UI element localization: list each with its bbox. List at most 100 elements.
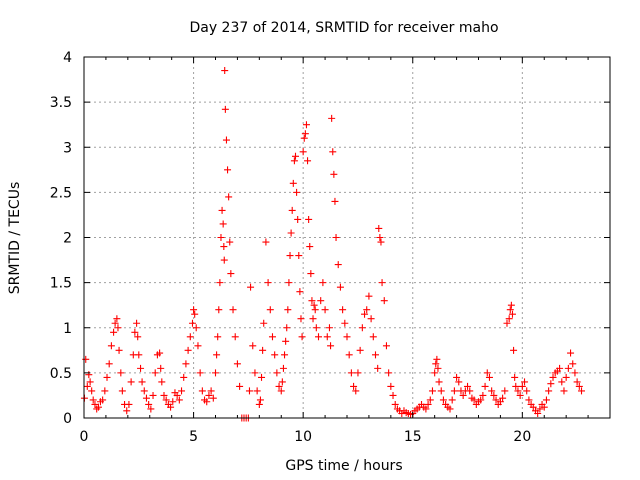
data-point [123, 407, 131, 415]
data-point [374, 364, 382, 372]
y-tick-label: 3.5 [50, 95, 72, 111]
data-point [219, 220, 227, 228]
data-point [298, 333, 306, 341]
data-point [534, 409, 542, 417]
data-point [229, 306, 237, 314]
data-point [158, 378, 166, 386]
data-point [115, 346, 123, 354]
data-point [233, 360, 241, 368]
data-point [264, 279, 272, 287]
data-point [361, 310, 369, 318]
data-point [506, 306, 514, 314]
data-point [213, 351, 221, 359]
data-point [173, 391, 181, 399]
data-point [564, 364, 572, 372]
data-point [275, 382, 283, 390]
data-point [347, 369, 355, 377]
data-point [288, 206, 296, 214]
data-point [424, 400, 432, 408]
y-axis-label: SRMTID / TECUs [7, 182, 23, 295]
data-point [446, 405, 454, 413]
data-point [271, 351, 279, 359]
data-point [194, 342, 202, 350]
chart-title: Day 237 of 2014, SRMTID for receiver mah… [189, 20, 498, 36]
data-point [253, 387, 261, 395]
data-point [380, 297, 388, 305]
data-point [198, 387, 206, 395]
data-point [294, 215, 302, 223]
data-point [536, 405, 544, 413]
data-point [297, 315, 305, 323]
data-point [307, 270, 315, 278]
data-point [162, 396, 170, 404]
data-point [105, 360, 113, 368]
data-point [481, 382, 489, 390]
data-point [328, 114, 336, 122]
data-point [300, 134, 308, 142]
data-point [178, 387, 186, 395]
data-point [448, 396, 456, 404]
grid-lines [84, 57, 610, 418]
data-point [157, 364, 165, 372]
data-point [558, 378, 566, 386]
data-point [387, 382, 395, 390]
data-point [291, 152, 299, 160]
plot-frame [83, 56, 611, 419]
data-point [279, 364, 287, 372]
data-point [151, 369, 159, 377]
data-point [330, 170, 338, 178]
data-point [363, 306, 371, 314]
data-point [560, 387, 568, 395]
data-point [385, 369, 393, 377]
data-point [134, 333, 142, 341]
data-point [562, 373, 570, 381]
data-point [111, 319, 119, 327]
data-point [422, 405, 430, 413]
data-point [295, 252, 303, 260]
data-point [329, 148, 337, 156]
data-point [323, 333, 331, 341]
data-point [336, 283, 344, 291]
data-point [278, 378, 286, 386]
y-tick-label: 1 [63, 321, 72, 337]
data-point [431, 369, 439, 377]
data-point [251, 369, 259, 377]
data-point [188, 319, 196, 327]
data-point [160, 391, 168, 399]
data-point [525, 396, 533, 404]
data-point [256, 396, 264, 404]
data-point [227, 270, 235, 278]
data-point [453, 373, 461, 381]
data-point [94, 403, 102, 411]
data-point [311, 306, 319, 314]
data-point [107, 342, 115, 350]
y-tick-label: 0 [63, 411, 72, 427]
data-point [277, 387, 285, 395]
data-point [492, 396, 500, 404]
data-point [133, 319, 141, 327]
y-tick-label: 2 [63, 231, 72, 247]
data-point [301, 130, 309, 138]
data-point [196, 369, 204, 377]
data-point [226, 238, 234, 246]
data-point [426, 396, 434, 404]
data-point [389, 391, 397, 399]
data-point [518, 382, 526, 390]
y-tick-label: 4 [63, 50, 72, 66]
data-point [184, 346, 192, 354]
data-point [175, 396, 183, 404]
data-point [310, 301, 318, 309]
data-point [212, 369, 219, 377]
data-point [216, 279, 224, 287]
axes: 0 0.5 1 1.5 2 2.5 3 3.5 4 0 5 10 15 20 [50, 50, 611, 445]
data-point [214, 333, 222, 341]
data-point [377, 238, 385, 246]
data-point [321, 306, 329, 314]
data-point [283, 324, 291, 332]
data-point [512, 382, 520, 390]
data-point [222, 136, 230, 144]
data-point [282, 337, 290, 345]
data-point [483, 369, 491, 377]
x-tick-label: 10 [294, 429, 312, 445]
data-point [369, 333, 377, 341]
